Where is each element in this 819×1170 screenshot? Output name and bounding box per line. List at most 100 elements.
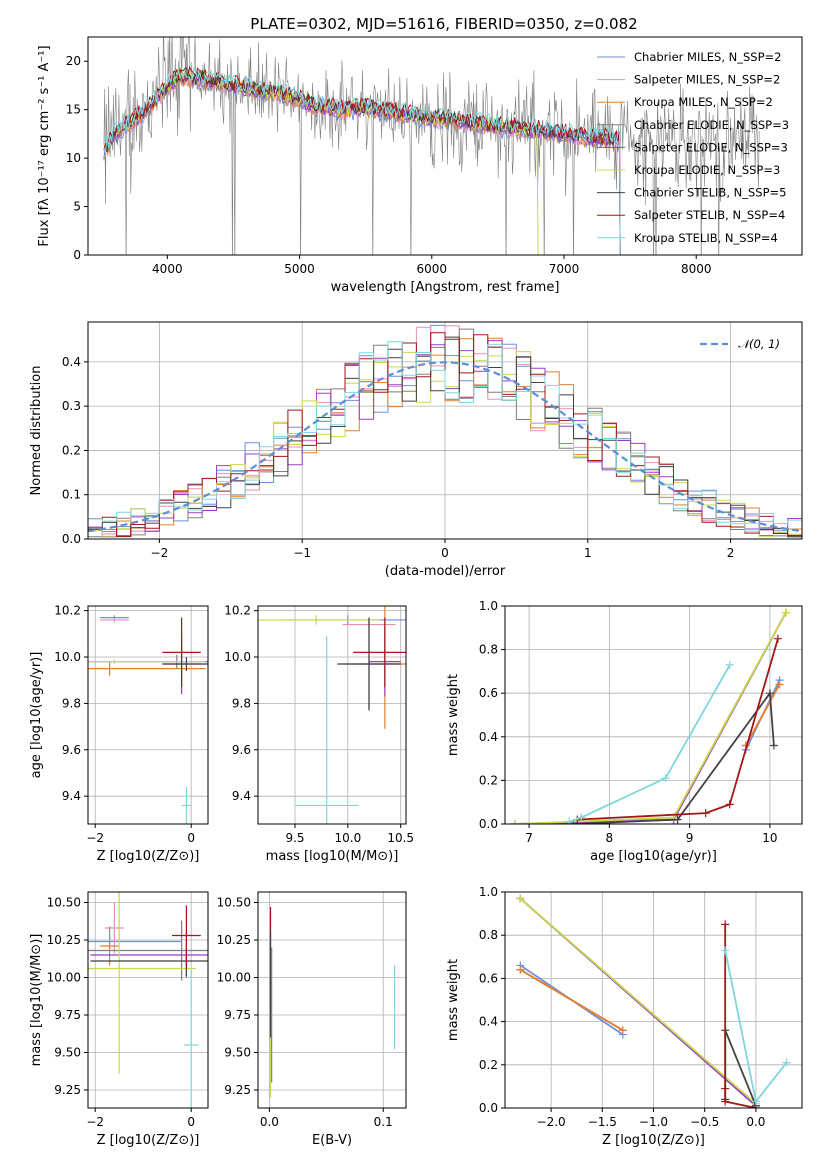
y-tick-label: 0.3 bbox=[62, 399, 81, 413]
x-tick-label: −2 bbox=[86, 1115, 104, 1129]
panel-4: 9.5 10.0 10.5 9.4 9.6 9.8 10.0 10.2 mass [log10(… bbox=[224, 604, 414, 864]
y-tick-label: 0.8 bbox=[479, 643, 498, 657]
y-axis-label: mass weight bbox=[446, 674, 461, 756]
data-point bbox=[775, 680, 784, 689]
data-point bbox=[510, 820, 519, 824]
x-axis-label: Z [log10(Z/Z⊙)] bbox=[97, 1133, 200, 1148]
y-tick-label: 9.4 bbox=[232, 789, 251, 803]
y-tick-label: 0.2 bbox=[62, 443, 81, 457]
panel-8: −2.0 −1.5 −1.0 −0.5 0.0 0.0 0.2 0.4 0.6 0.8 1.0 Z [… bbox=[446, 885, 803, 1148]
axes-frame bbox=[87, 891, 209, 1109]
y-tick-label: 0.2 bbox=[479, 773, 498, 787]
series-line-8 bbox=[724, 924, 757, 1108]
y-tick-label: 9.50 bbox=[224, 1046, 251, 1060]
x-tick-label: 10.5 bbox=[387, 831, 414, 845]
x-tick-label: 10 bbox=[762, 831, 777, 845]
y-tick-label: 0.8 bbox=[479, 928, 498, 942]
x-axis-label: Z [log10(Z/Z⊙)] bbox=[97, 849, 200, 864]
normal-curve bbox=[88, 361, 802, 533]
data-point bbox=[782, 1058, 791, 1067]
legend-entry: Salpeter STELIB, N_SSP=4 bbox=[634, 208, 785, 222]
data-point bbox=[721, 946, 730, 955]
series-line-5 bbox=[514, 612, 787, 824]
series-line-7 bbox=[573, 690, 775, 824]
legend-entry: Salpeter ELODIE, N_SSP=3 bbox=[634, 140, 788, 154]
x-axis-label: E(B-V) bbox=[312, 1133, 352, 1148]
x-tick-label: 0.1 bbox=[374, 1115, 393, 1129]
x-tick-label: −2 bbox=[151, 546, 169, 560]
histogram-7 bbox=[88, 336, 802, 538]
plot-area bbox=[258, 606, 406, 824]
plot-area bbox=[103, 37, 760, 255]
x-tick-label: 7 bbox=[525, 831, 533, 845]
x-tick-label: 0 bbox=[441, 546, 449, 560]
y-tick-label: 9.8 bbox=[232, 696, 251, 710]
y-tick-label: 20 bbox=[66, 54, 81, 68]
y-tick-label: 10.25 bbox=[217, 933, 251, 947]
y-tick-label: 10.00 bbox=[47, 971, 81, 985]
legend-entry: Chabrier ELODIE, N_SSP=3 bbox=[634, 118, 789, 132]
y-tick-label: 10.25 bbox=[47, 933, 81, 947]
x-tick-label: 0.0 bbox=[260, 1115, 279, 1129]
plot-area bbox=[88, 892, 208, 1108]
y-tick-label: 10.0 bbox=[224, 650, 251, 664]
data-point bbox=[765, 689, 774, 698]
series-line-8 bbox=[577, 638, 779, 821]
x-tick-label: 2 bbox=[727, 546, 735, 560]
data-point bbox=[516, 894, 525, 903]
histogram-8 bbox=[88, 332, 802, 538]
series-line-6 bbox=[514, 612, 787, 824]
plot-area bbox=[505, 892, 802, 1108]
x-tick-label: 1 bbox=[584, 546, 592, 560]
y-tick-label: 0 bbox=[73, 248, 81, 262]
legend-entry: 𝒩(0, 1) bbox=[738, 337, 780, 351]
y-tick-label: 0.0 bbox=[479, 1101, 498, 1115]
histogram-9 bbox=[88, 341, 802, 532]
model-line-8 bbox=[103, 66, 621, 255]
data-point bbox=[516, 965, 525, 974]
y-tick-label: 9.8 bbox=[62, 696, 81, 710]
data-point bbox=[773, 634, 782, 643]
legend-entry: Chabrier MILES, N_SSP=2 bbox=[634, 50, 781, 64]
series-line-7 bbox=[724, 1029, 757, 1107]
x-tick-label: −2.0 bbox=[537, 1115, 566, 1129]
x-tick-label: 8000 bbox=[681, 262, 712, 276]
y-tick-label: 0.4 bbox=[479, 1015, 498, 1029]
panel-5: 7 8 9 10 0.0 0.2 0.4 0.6 0.8 1.0 age [log10(age/yr… bbox=[446, 599, 803, 864]
y-tick-label: 9.25 bbox=[224, 1083, 251, 1097]
y-tick-label: 9.75 bbox=[54, 1008, 81, 1022]
x-tick-label: −2 bbox=[86, 831, 104, 845]
y-tick-label: 0.0 bbox=[479, 817, 498, 831]
y-tick-label: 9.50 bbox=[54, 1046, 81, 1060]
series-line-3 bbox=[745, 684, 781, 746]
y-axis-label: Flux [fλ 10⁻¹⁷ erg cm⁻² s⁻¹ A⁻¹] bbox=[37, 45, 52, 246]
axes-frame bbox=[87, 605, 209, 825]
series-line-9 bbox=[568, 664, 731, 823]
x-axis-label: age [log10(age/yr)] bbox=[590, 849, 717, 864]
x-tick-label: 10.0 bbox=[334, 831, 361, 845]
y-tick-label: 5 bbox=[73, 200, 81, 214]
axes-frame bbox=[257, 891, 407, 1109]
data-point bbox=[673, 815, 682, 824]
y-tick-label: 10.50 bbox=[47, 896, 81, 910]
y-tick-label: 10.2 bbox=[224, 604, 251, 618]
x-tick-label: 4000 bbox=[152, 262, 183, 276]
y-tick-label: 15 bbox=[66, 103, 81, 117]
y-tick-label: 10.00 bbox=[217, 971, 251, 985]
series-line-6 bbox=[519, 897, 757, 1105]
y-tick-label: 10 bbox=[66, 151, 81, 165]
y-tick-label: 10.50 bbox=[217, 896, 251, 910]
x-tick-label: 8 bbox=[606, 831, 614, 845]
x-axis-label: wavelength [Angstrom, rest frame] bbox=[331, 280, 560, 295]
model-line-6 bbox=[103, 68, 539, 255]
axes-frame bbox=[504, 605, 803, 825]
x-axis-label: mass [log10(M/M⊙)] bbox=[266, 849, 399, 864]
x-tick-label: 0 bbox=[187, 831, 195, 845]
plot-area bbox=[88, 606, 208, 824]
x-tick-label: 0.0 bbox=[746, 1115, 765, 1129]
panel-7: 0.0 0.1 9.25 9.50 9.75 10.00 10.25 10.50 E(B-V) bbox=[217, 891, 407, 1148]
x-tick-label: −1 bbox=[293, 546, 311, 560]
y-tick-label: 0.6 bbox=[479, 971, 498, 985]
legend-entry: Kroupa MILES, N_SSP=2 bbox=[634, 95, 773, 109]
